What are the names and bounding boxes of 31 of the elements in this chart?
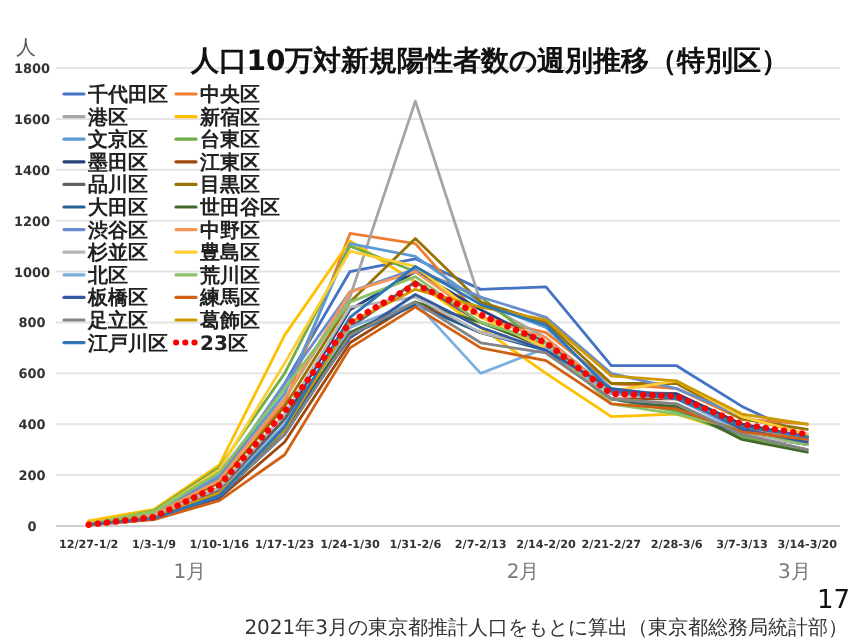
legend-label: 中央区 [200, 83, 260, 107]
legend-label: 練馬区 [198, 286, 260, 311]
legend-label: 文京区 [86, 128, 148, 153]
legend-label: 豊島区 [198, 241, 260, 266]
text: 17 [816, 586, 850, 616]
legend-label: 新宿区 [198, 105, 260, 130]
text: 2月 [506, 562, 540, 584]
legend-label: 江戸川区 [86, 331, 168, 356]
y-axis-title: 人 [16, 38, 36, 60]
legend-label: 目黒区 [200, 173, 260, 198]
legend-label: 荒川区 [198, 263, 260, 288]
legend-label: 杉並区 [86, 241, 148, 266]
legend-label: 足立区 [86, 309, 148, 333]
legend-label: 板橋区 [86, 286, 148, 311]
text: 1月 [173, 562, 207, 584]
chart-title: 人口10万対新規陽性者数の週別推移（特別区） [188, 44, 790, 78]
legend-label: 北区 [86, 263, 128, 288]
text: 3月 [777, 562, 811, 584]
legend-label: 千代田区 [86, 83, 168, 107]
legend-label: 23区 [200, 331, 248, 356]
legend-label: 品川区 [88, 173, 148, 198]
legend-label: 台東区 [200, 128, 260, 153]
legend-label: 港区 [86, 105, 128, 130]
legend-label: 大田区 [86, 196, 148, 220]
legend-label: 中野区 [200, 218, 260, 243]
legend-label: 江東区 [198, 150, 260, 175]
legend-label: 世田谷区 [198, 196, 280, 220]
legend-label: 墨田区 [86, 150, 148, 175]
text: 2021年3月の東京都推計人口をもとに算出（東京都総務局統計部） [244, 616, 848, 640]
legend-label: 葛飾区 [198, 309, 260, 333]
legend-label: 渋谷区 [86, 218, 148, 243]
